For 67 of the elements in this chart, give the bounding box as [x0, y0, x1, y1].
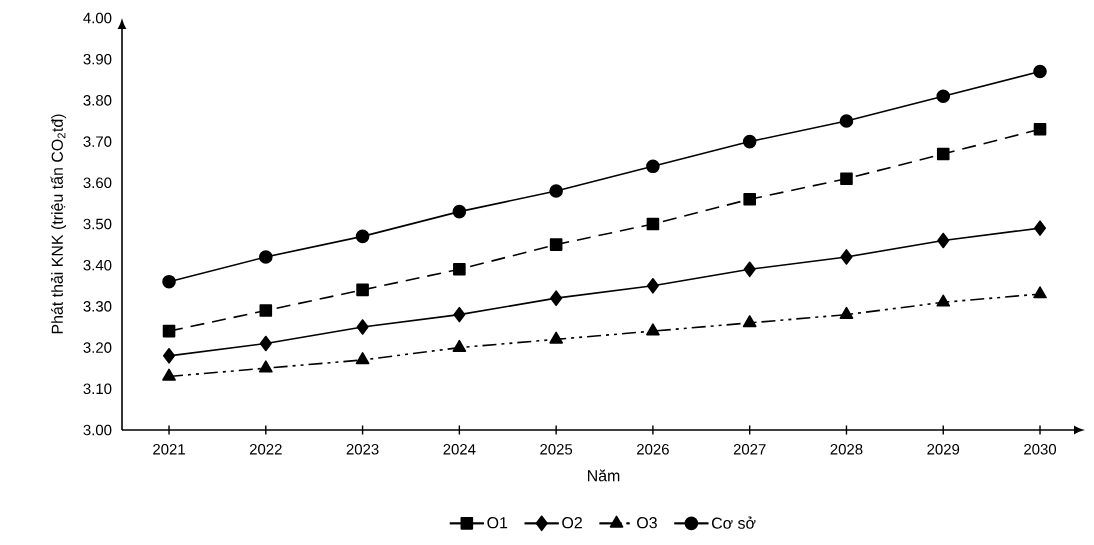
y-tick-label: 4.00: [83, 12, 112, 24]
point: [162, 324, 176, 338]
y-tick-label: 3.70: [83, 136, 112, 147]
point: [550, 290, 563, 306]
point: [743, 192, 756, 206]
point: [259, 304, 273, 317]
point: [355, 352, 370, 365]
point: [742, 134, 757, 149]
legend-label: Cơ sở: [711, 516, 756, 529]
point: [840, 172, 853, 185]
point: [937, 232, 950, 249]
x-tick-label: 2023: [346, 444, 379, 455]
y-tick-label: 3.60: [83, 177, 112, 189]
point: [936, 147, 950, 161]
point: [549, 238, 563, 251]
point: [355, 229, 370, 244]
point: [356, 319, 369, 335]
point: [549, 331, 563, 344]
y-tick-label: 3.20: [83, 342, 112, 353]
point: [258, 360, 273, 373]
y-tick-label: 3.40: [83, 259, 112, 271]
x-tick-label: 2025: [540, 444, 573, 455]
y-tick-label: 3.10: [83, 383, 112, 395]
point: [356, 283, 369, 297]
point: [452, 339, 467, 352]
point: [646, 323, 660, 336]
point: [549, 184, 563, 198]
point: [453, 263, 466, 276]
y-tick-label: 3.30: [83, 301, 112, 312]
point: [162, 348, 176, 364]
x-tick-label: 2022: [249, 444, 282, 455]
point: [162, 368, 176, 381]
point: [839, 114, 854, 128]
point: [840, 249, 853, 265]
point: [646, 159, 660, 174]
point: [259, 250, 273, 264]
point: [1033, 286, 1047, 299]
x-tick-label: 2029: [927, 444, 960, 455]
x-tick-label: 2027: [733, 444, 766, 455]
y-tick-label: 3.50: [83, 218, 112, 230]
x-tick-label: 2021: [153, 444, 185, 455]
y-tick-label: 3.90: [83, 53, 112, 65]
x-tick-label: 2028: [830, 444, 863, 455]
point: [259, 335, 272, 352]
x-tick-label: 2026: [637, 444, 669, 455]
point: [839, 306, 854, 319]
point: [453, 306, 466, 323]
y-tick-label: 3.00: [83, 424, 112, 436]
point: [1033, 122, 1047, 136]
point: [646, 217, 660, 231]
legend-label: O3: [637, 517, 657, 529]
y-tick-label: 3.80: [83, 95, 112, 106]
point: [452, 204, 467, 219]
point: [936, 89, 951, 104]
y-axis-title: Phát thải KNK (triệu tấn CO$_{2}$tđ): [50, 114, 67, 334]
x-tick-label: 2030: [1024, 444, 1057, 455]
point: [743, 261, 756, 278]
x-tick-label: 2024: [443, 444, 476, 455]
point: [742, 315, 757, 328]
x-axis-title: Năm: [587, 469, 620, 482]
point: [936, 294, 951, 307]
legend-label: O2: [562, 517, 582, 529]
point: [1033, 220, 1047, 236]
point: [1033, 64, 1047, 79]
point: [646, 278, 659, 294]
legend-label: O1: [487, 517, 508, 529]
point: [162, 274, 176, 289]
